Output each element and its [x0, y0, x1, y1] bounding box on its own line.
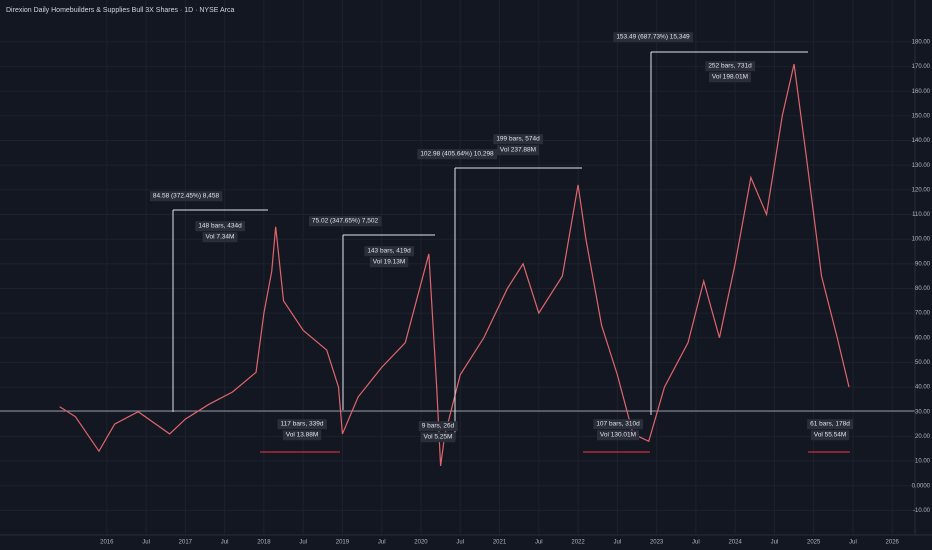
y-tick-label: 30.00 — [915, 409, 931, 415]
x-tick-label: Jul — [849, 540, 857, 546]
annotations: 84.58 (372.45%) 8,458 148 bars, 434d Vol… — [149, 32, 854, 443]
x-tick-label: 2019 — [336, 540, 350, 546]
x-tick-label: 2020 — [414, 540, 428, 546]
y-tick-label: 90.00 — [915, 261, 931, 267]
annotation-box — [807, 419, 854, 430]
annotation: 143 bars, 419d — [367, 248, 411, 255]
annotation: 102.98 (405.64%) 10,298 — [420, 151, 494, 158]
annotation: Vol 130.01M — [600, 432, 636, 439]
y-tick-label: 20.00 — [915, 434, 931, 440]
y-tick-label: 100.00 — [912, 237, 931, 243]
annotation-box — [420, 432, 456, 443]
x-tick-label: Jul — [221, 540, 229, 546]
annotation: 61 bars, 178d — [810, 421, 850, 428]
x-tick-label: Jul — [692, 540, 700, 546]
x-tick-label: Jul — [613, 540, 621, 546]
x-tick-label: 2017 — [179, 540, 193, 546]
annotation-box — [277, 419, 327, 430]
annotation-box — [195, 221, 246, 232]
x-tick-label: 2018 — [257, 540, 271, 546]
annotation-box — [496, 145, 540, 156]
y-tick-label: 40.00 — [915, 385, 931, 391]
annotation-box — [369, 257, 409, 268]
y-tick-label: 160.00 — [912, 89, 931, 95]
annotation: 153.49 (687.73%) 15,349 — [616, 34, 690, 41]
x-tick-label: 2026 — [886, 540, 900, 546]
grid — [0, 0, 915, 535]
annotation: 9 bars, 26d — [422, 423, 455, 430]
annotation-box — [202, 232, 238, 243]
x-tick-label: 2022 — [571, 540, 585, 546]
annotation: 252 bars, 731d — [708, 63, 752, 70]
annotation-box — [810, 430, 850, 441]
annotation-box — [493, 134, 544, 145]
y-tick-label: 0.0000 — [912, 483, 931, 489]
annotation-box — [364, 246, 415, 257]
y-tick-label: 120.00 — [912, 187, 931, 193]
y-tick-label: 80.00 — [915, 286, 931, 292]
x-tick-label: Jul — [378, 540, 386, 546]
annotation: Vol 5.25M — [424, 434, 453, 441]
price-line — [59, 63, 850, 467]
annotation: 117 bars, 339d — [281, 421, 324, 428]
annotation: Vol 237.88M — [500, 147, 536, 154]
y-tick-label: 70.00 — [915, 311, 931, 317]
x-tick-label: Jul — [771, 540, 779, 546]
x-tick-label: Jul — [299, 540, 307, 546]
annotation: 107 bars, 310d — [596, 421, 640, 428]
y-tick-label: 60.00 — [915, 335, 931, 341]
annotation: 148 bars, 434d — [198, 223, 242, 230]
x-tick-label: Jul — [142, 540, 150, 546]
x-tick-label: 2021 — [493, 540, 507, 546]
y-tick-label: 130.00 — [912, 163, 931, 169]
annotation: Vol 198.01M — [712, 74, 748, 81]
annotation: 84.58 (372.45%) 8,458 — [153, 193, 220, 200]
y-tick-label: 150.00 — [912, 113, 931, 119]
y-tick-label: 170.00 — [912, 64, 931, 70]
x-tick-label: 2016 — [100, 540, 114, 546]
x-tick-label: Jul — [456, 540, 464, 546]
annotation-box — [418, 421, 458, 432]
plot — [59, 63, 850, 467]
annotation-box — [593, 419, 644, 430]
x-tick-label: 2024 — [728, 540, 742, 546]
annotation: Vol 13.88M — [286, 432, 319, 439]
x-tick-label: Jul — [535, 540, 543, 546]
annotation-box — [282, 430, 322, 441]
annotation-box — [596, 430, 640, 441]
annotation-box — [705, 61, 756, 72]
y-tick-label: -10.00 — [913, 508, 931, 514]
annotation-box — [149, 191, 223, 202]
annotation: 75.02 (347.65%) 7,502 — [312, 218, 379, 225]
measurements — [172, 51, 850, 453]
annotation-box — [708, 72, 752, 83]
annotation-box — [613, 32, 694, 43]
y-tick-label: 110.00 — [912, 212, 931, 218]
annotation: 199 bars, 574d — [496, 136, 540, 143]
annotation-box — [417, 149, 498, 160]
annotation-box — [308, 216, 382, 227]
y-tick-label: 10.00 — [915, 459, 931, 465]
chart-title: Direxion Daily Homebuilders & Supplies B… — [6, 7, 234, 14]
y-tick-label: 50.00 — [915, 360, 931, 366]
annotation: Vol 55.54M — [814, 432, 847, 439]
x-tick-label: 2025 — [807, 540, 821, 546]
annotation: Vol 7.34M — [206, 234, 235, 241]
x-tick-label: 2023 — [650, 540, 664, 546]
y-tick-label: 180.00 — [912, 39, 931, 45]
annotation: Vol 19.13M — [373, 259, 406, 266]
y-tick-label: 140.00 — [912, 138, 931, 144]
